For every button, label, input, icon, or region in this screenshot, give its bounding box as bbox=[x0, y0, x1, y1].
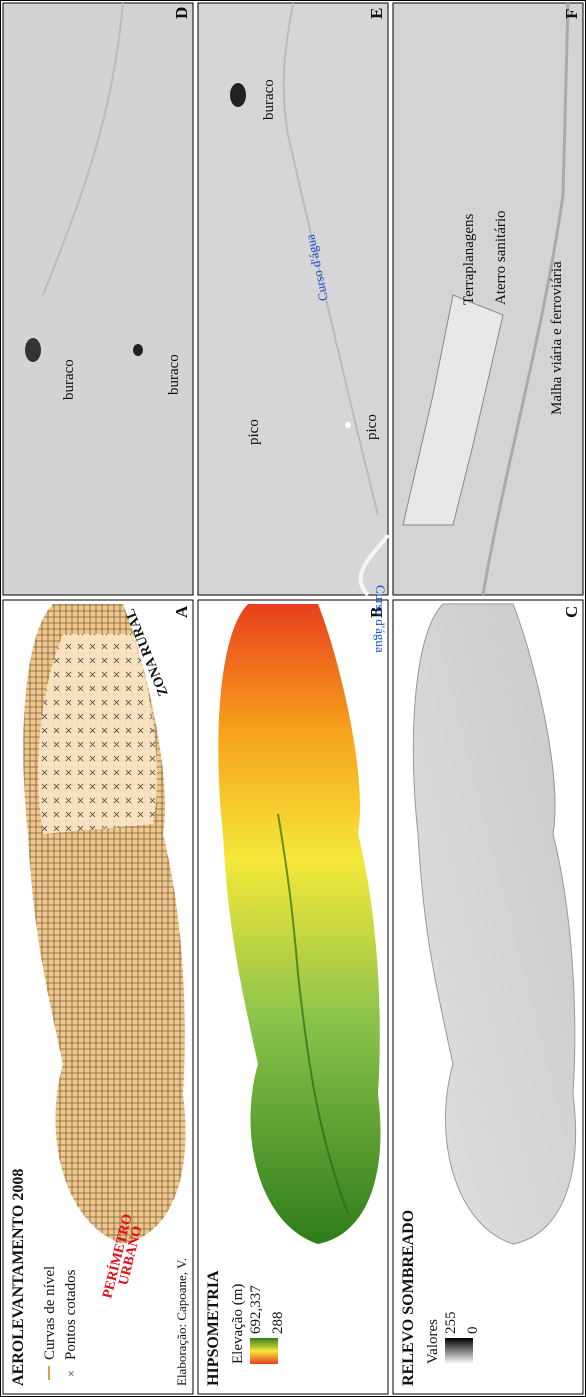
panel-c: RELEVO SOMBREADO Valores 255 0 C bbox=[393, 600, 583, 1394]
panel-letter: A bbox=[172, 605, 191, 618]
legend-ramp bbox=[445, 1338, 473, 1364]
panel-d: buraco buraco D bbox=[3, 3, 193, 595]
label: pico bbox=[246, 419, 262, 445]
panel-border bbox=[198, 3, 388, 595]
panel-b: HIPSOMETRIA Elevação (m) 692,337 288 B bbox=[198, 600, 388, 1394]
panel-letter: E bbox=[367, 8, 386, 19]
hole bbox=[230, 83, 246, 107]
panel-title: AEROLEVANTAMENTO 2008 bbox=[10, 1169, 27, 1386]
label: Aterro sanitário bbox=[493, 210, 509, 305]
panel-e: Curso d'água pico Curso d'água pico bura… bbox=[198, 3, 388, 653]
peak bbox=[345, 422, 351, 428]
panel-a: AEROLEVANTAMENTO 2008 Curvas de nível × … bbox=[3, 600, 193, 1394]
panel-title: RELEVO SOMBREADO bbox=[400, 1210, 417, 1386]
label: buraco bbox=[261, 79, 277, 120]
legend-item: Curvas de nível bbox=[42, 1266, 58, 1360]
legend-min: 288 bbox=[270, 1312, 286, 1335]
panel-border bbox=[3, 3, 193, 595]
water-label: Curso d'água bbox=[373, 585, 388, 653]
figure: AEROLEVANTAMENTO 2008 Curvas de nível × … bbox=[0, 0, 586, 1397]
legend-max: 692,337 bbox=[248, 1285, 264, 1334]
credit: Elaboração: Capoane, V. bbox=[174, 1258, 189, 1386]
label: Malha viária e ferroviária bbox=[549, 261, 565, 415]
label: Terraplanagens bbox=[461, 213, 477, 305]
legend-symbol: × bbox=[64, 1370, 78, 1377]
hole bbox=[25, 338, 41, 362]
label: buraco bbox=[61, 359, 77, 400]
label: buraco bbox=[166, 354, 182, 395]
legend-max: 255 bbox=[443, 1312, 459, 1335]
legend-ramp bbox=[250, 1338, 278, 1364]
panel-letter: F bbox=[562, 9, 581, 19]
hole bbox=[133, 344, 143, 356]
panel-letter: D bbox=[172, 7, 191, 19]
label: pico bbox=[364, 414, 380, 440]
legend-title: Elevação (m) bbox=[230, 1284, 246, 1364]
legend-item: Pontos cotados bbox=[63, 1269, 79, 1360]
panel-f: Terraplanagens Aterro sanitário Malha vi… bbox=[393, 3, 583, 595]
panel-title: HIPSOMETRIA bbox=[205, 1270, 222, 1386]
figure-svg: AEROLEVANTAMENTO 2008 Curvas de nível × … bbox=[0, 0, 586, 1397]
elevation-points bbox=[38, 634, 157, 834]
legend-title: Valores bbox=[425, 1319, 441, 1364]
legend-min: 0 bbox=[465, 1327, 481, 1335]
panel-letter: C bbox=[562, 606, 581, 618]
